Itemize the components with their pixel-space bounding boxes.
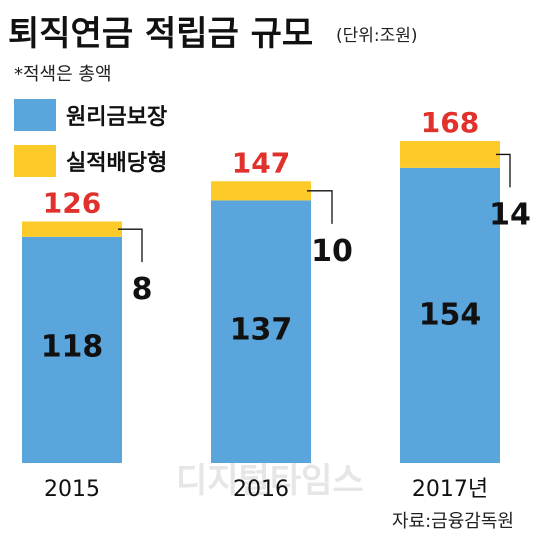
- callout-line-1: [307, 190, 333, 224]
- value-label-principal-2: 154: [419, 297, 482, 332]
- bar-performance-2: [400, 141, 500, 168]
- bar-performance-1: [211, 181, 311, 201]
- unit-label: (단위:조원): [336, 26, 418, 46]
- source-label: 자료:금융감독원: [392, 511, 514, 532]
- value-label-total-1: 147: [232, 146, 290, 179]
- value-label-performance-1: 10: [311, 234, 353, 269]
- legend-label-performance: 실적배당형: [66, 151, 167, 176]
- legend-swatch-performance: [14, 145, 56, 177]
- bar-group: 118 126 8 2015 137 147 10 2016 154 168 14 2017년: [22, 106, 531, 502]
- callout-line-2: [496, 153, 511, 188]
- chart-title: 퇴직연금 적립금 규모: [8, 14, 313, 54]
- legend-swatch-principal: [14, 99, 56, 131]
- callout-line-0: [118, 228, 143, 263]
- value-label-principal-0: 118: [41, 330, 104, 365]
- x-tick-label-2: 2017년: [412, 477, 488, 502]
- value-label-total-2: 168: [421, 106, 479, 139]
- bar-principal-0: [22, 236, 122, 463]
- value-label-performance-0: 8: [132, 272, 153, 307]
- bar-performance-0: [22, 221, 122, 237]
- value-label-total-0: 126: [43, 187, 101, 220]
- x-tick-label-1: 2016: [233, 477, 289, 502]
- value-label-performance-2: 14: [489, 197, 531, 232]
- watermark: 디지털타임스: [176, 461, 364, 501]
- bar-principal-1: [211, 200, 311, 463]
- value-label-principal-1: 137: [230, 313, 293, 348]
- total-note: *적색은 총액: [14, 64, 112, 85]
- bar-principal-2: [400, 167, 500, 464]
- x-tick-label-0: 2015: [44, 477, 100, 502]
- legend-label-principal: 원리금보장: [66, 105, 167, 130]
